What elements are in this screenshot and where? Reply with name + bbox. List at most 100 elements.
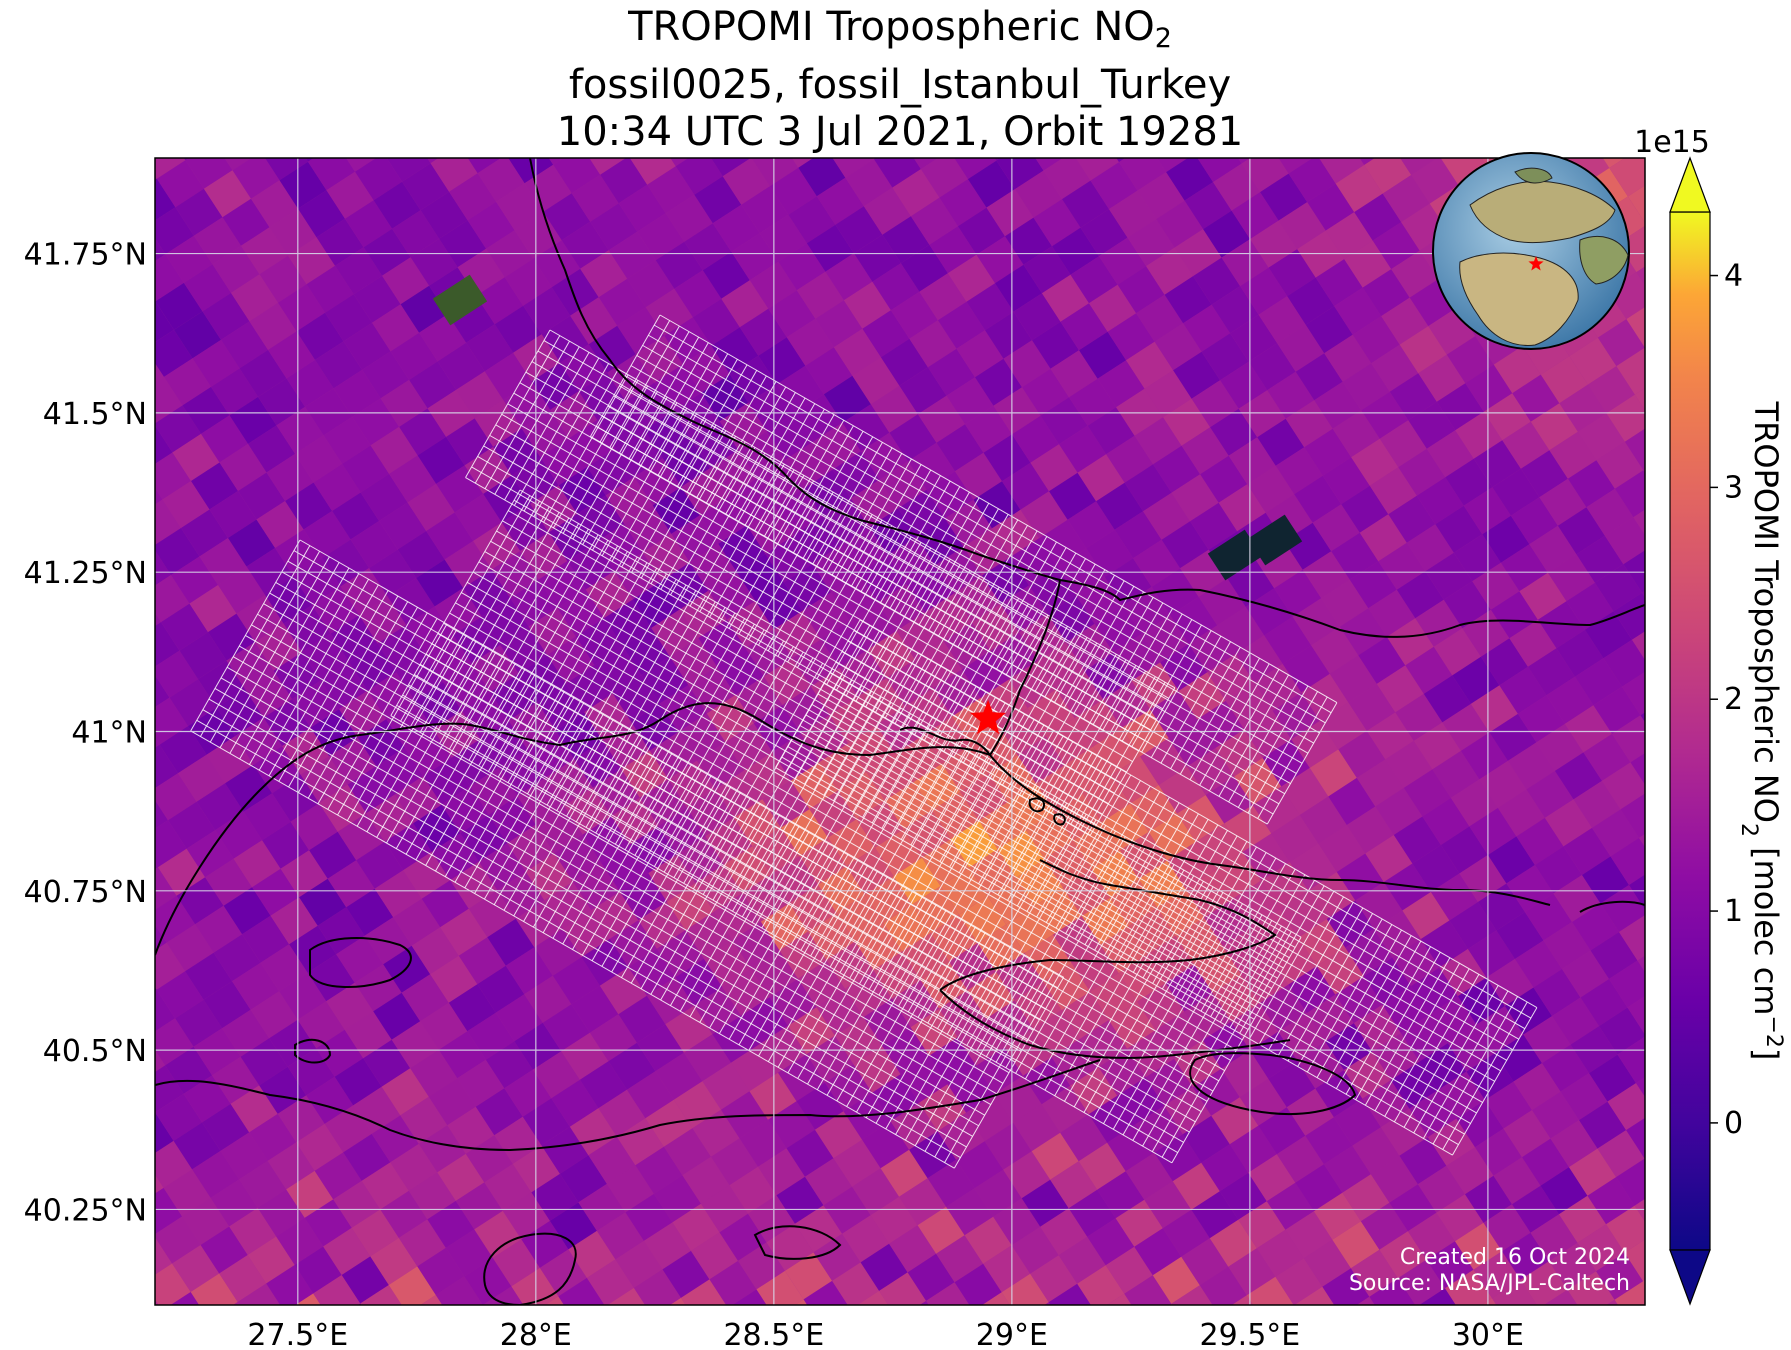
no2-pixel <box>1626 307 1645 348</box>
no2-pixel <box>575 618 623 665</box>
no2-pixel <box>218 566 266 614</box>
colorbar-extend-max <box>1669 156 1711 213</box>
no2-pixel <box>985 311 1032 359</box>
no2-pixel <box>514 1022 562 1070</box>
no2-pixel <box>1427 1118 1475 1166</box>
no2-pixel <box>1470 685 1518 733</box>
no2-pixel <box>1497 101 1544 148</box>
no2-pixel <box>1617 225 1645 273</box>
no2-pixel <box>98 320 145 367</box>
no2-pixel <box>729 1166 777 1214</box>
no2-pixel <box>1527 648 1575 696</box>
no2-pixel <box>155 487 163 505</box>
no2-pixel <box>926 1282 970 1305</box>
no2-pixel <box>835 206 883 254</box>
no2-pixel <box>333 1180 381 1228</box>
no2-pixel <box>684 223 732 271</box>
no2-pixel <box>323 416 371 464</box>
no2-pixel <box>494 305 542 353</box>
figure-title: TROPOMI Tropospheric NO2 fossil0025, fos… <box>155 4 1645 156</box>
no2-pixel <box>155 528 200 575</box>
no2-pixel <box>482 1286 524 1305</box>
no2-pixel <box>1228 1248 1276 1296</box>
no2-pixel <box>155 1263 191 1305</box>
no2-pixel <box>909 320 957 368</box>
no2-pixel <box>860 1243 908 1291</box>
no2-pixel <box>643 1222 691 1270</box>
no2-pixel <box>296 1123 344 1171</box>
no2-pixel <box>288 237 335 285</box>
no2-pixel <box>1035 77 1082 124</box>
no2-pixel <box>1304 428 1352 476</box>
no2-pixel <box>681 468 729 516</box>
no2-pixel <box>1558 1318 1605 1350</box>
no2-pixel <box>1543 1289 1578 1305</box>
no2-pixel <box>748 384 796 432</box>
no2-pixel <box>474 399 522 447</box>
no2-pixel <box>399 408 447 456</box>
no2-pixel <box>1549 431 1597 479</box>
no2-pixel <box>183 158 189 161</box>
no2-pixel <box>751 158 799 187</box>
no2-pixel <box>1567 460 1615 508</box>
no2-pixel <box>350 521 398 568</box>
no2-pixel <box>778 243 826 291</box>
no2-pixel <box>1046 718 1094 765</box>
no2-pixel <box>957 207 1005 255</box>
no2-pixel <box>155 744 178 789</box>
no2-pixel <box>859 555 907 603</box>
no2-pixel <box>370 1237 418 1285</box>
no2-pixel <box>666 883 714 931</box>
no2-pixel <box>1020 491 1068 539</box>
no2-pixel <box>873 158 921 188</box>
no2-pixel <box>1030 1255 1078 1303</box>
no2-pixel <box>1069 378 1117 426</box>
no2-pixel <box>343 1133 391 1181</box>
no2-pixel <box>1525 82 1572 129</box>
no2-pixel <box>1346 806 1394 854</box>
no2-pixel <box>956 1141 1004 1189</box>
no2-pixel <box>259 1066 307 1114</box>
no2-pixel <box>931 104 978 151</box>
no2-pixel <box>1275 447 1323 495</box>
no2-pixel <box>1126 341 1174 389</box>
no2-pixel <box>1389 1184 1437 1232</box>
no2-pixel <box>361 1162 409 1210</box>
no2-pixel <box>752 827 800 875</box>
no2-pixel <box>1504 987 1552 1035</box>
no2-pixel <box>568 1230 616 1278</box>
no2-pixel <box>1002 462 1049 510</box>
colorbar-tick-label: 0 <box>1724 1106 1743 1141</box>
no2-pixel <box>98 1131 145 1178</box>
no2-pixel <box>1031 1132 1079 1180</box>
no2-pixel <box>400 1096 448 1144</box>
no2-pixel <box>1513 1063 1561 1111</box>
no2-pixel <box>458 937 506 985</box>
coastline-armutlu-peninsula <box>939 989 1291 1059</box>
no2-pixel <box>1493 1157 1541 1205</box>
no2-pixel <box>913 158 939 170</box>
no2-pixel <box>731 233 779 281</box>
no2-pixel <box>828 819 875 867</box>
no2-pixel <box>268 331 315 379</box>
no2-pixel <box>624 1316 671 1350</box>
no2-pixel <box>853 234 901 282</box>
no2-pixel <box>1190 502 1238 550</box>
no2-pixel <box>297 1001 345 1049</box>
title-subscript: 2 <box>1154 23 1172 54</box>
no2-pixel <box>259 255 307 303</box>
no2-pixel <box>1050 1161 1098 1209</box>
no2-pixel <box>246 548 294 595</box>
no2-pixel <box>798 158 846 197</box>
no2-pixel <box>1187 747 1235 795</box>
no2-pixel <box>1006 95 1053 142</box>
no2-pixel <box>391 1021 439 1069</box>
no2-pixel <box>170 1292 200 1305</box>
no2-pixel <box>908 442 955 490</box>
missing-data-pixel <box>432 274 488 326</box>
no2-pixel <box>618 995 666 1043</box>
no2-pixel <box>1577 1224 1625 1272</box>
no2-pixel <box>1632 631 1645 660</box>
no2-pixel <box>155 697 188 745</box>
no2-pixel <box>588 325 636 373</box>
